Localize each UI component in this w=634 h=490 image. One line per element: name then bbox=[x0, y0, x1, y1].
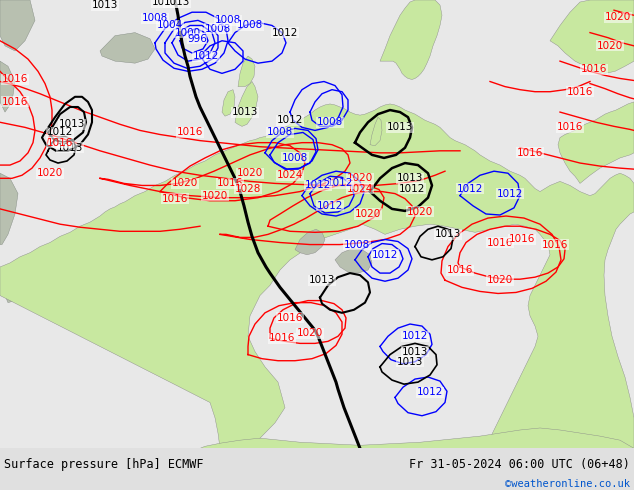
Text: 1013: 1013 bbox=[435, 229, 461, 239]
Polygon shape bbox=[558, 102, 634, 183]
Text: 1008: 1008 bbox=[215, 15, 241, 25]
Text: 1012: 1012 bbox=[402, 331, 428, 341]
Text: ©weatheronline.co.uk: ©weatheronline.co.uk bbox=[505, 479, 630, 489]
Polygon shape bbox=[0, 0, 35, 51]
Text: 996: 996 bbox=[187, 34, 207, 44]
Text: 1012: 1012 bbox=[305, 180, 331, 191]
Text: 1016: 1016 bbox=[447, 265, 473, 275]
Text: Surface pressure [hPa] ECMWF: Surface pressure [hPa] ECMWF bbox=[4, 458, 204, 471]
Text: 1016: 1016 bbox=[2, 97, 28, 107]
Text: 1020: 1020 bbox=[347, 173, 373, 183]
Text: 1000: 1000 bbox=[175, 27, 201, 38]
Text: 1016: 1016 bbox=[177, 127, 203, 138]
Text: 1012: 1012 bbox=[277, 115, 303, 125]
Text: 1016: 1016 bbox=[277, 313, 303, 323]
Text: 1011: 1011 bbox=[152, 0, 178, 7]
Text: 1012: 1012 bbox=[193, 51, 219, 61]
Text: 1020: 1020 bbox=[597, 41, 623, 51]
Text: 1016: 1016 bbox=[542, 240, 568, 249]
Text: 1012: 1012 bbox=[399, 184, 425, 194]
Text: 1028: 1028 bbox=[235, 184, 261, 194]
Text: 1020: 1020 bbox=[37, 168, 63, 178]
Text: 1016: 1016 bbox=[47, 138, 73, 147]
Text: 1012: 1012 bbox=[372, 250, 398, 260]
Polygon shape bbox=[295, 229, 325, 255]
Text: 1012: 1012 bbox=[272, 27, 298, 38]
Polygon shape bbox=[200, 428, 634, 448]
Text: 1013: 1013 bbox=[387, 122, 413, 132]
Text: 1012: 1012 bbox=[457, 184, 483, 194]
Text: 1008: 1008 bbox=[344, 240, 370, 249]
Text: 1024: 1024 bbox=[277, 170, 303, 180]
Text: 1016: 1016 bbox=[581, 64, 607, 74]
Text: 1020: 1020 bbox=[355, 209, 381, 219]
Text: 1020: 1020 bbox=[172, 178, 198, 189]
Text: 1012: 1012 bbox=[317, 201, 343, 211]
Text: 1016: 1016 bbox=[487, 238, 513, 247]
Text: 1020: 1020 bbox=[407, 207, 433, 217]
Text: 1016: 1016 bbox=[509, 234, 535, 245]
Polygon shape bbox=[5, 283, 18, 303]
Text: 1020: 1020 bbox=[297, 328, 323, 338]
Text: 1020: 1020 bbox=[237, 168, 263, 178]
Text: 1008: 1008 bbox=[317, 117, 343, 127]
Text: Fr 31-05-2024 06:00 UTC (06+48): Fr 31-05-2024 06:00 UTC (06+48) bbox=[409, 458, 630, 471]
Polygon shape bbox=[235, 81, 258, 126]
Polygon shape bbox=[0, 173, 18, 245]
Text: 1013: 1013 bbox=[309, 275, 335, 285]
Text: 1013: 1013 bbox=[164, 0, 190, 7]
Text: 1016: 1016 bbox=[567, 87, 593, 97]
Text: 1012: 1012 bbox=[417, 387, 443, 397]
Text: 1020: 1020 bbox=[202, 191, 228, 200]
Polygon shape bbox=[238, 56, 255, 87]
Polygon shape bbox=[0, 61, 15, 112]
Text: 1016: 1016 bbox=[2, 74, 28, 84]
Text: 1016: 1016 bbox=[557, 122, 583, 132]
Text: 1008: 1008 bbox=[282, 153, 308, 163]
Polygon shape bbox=[380, 0, 442, 79]
Text: 1013: 1013 bbox=[59, 120, 85, 129]
Polygon shape bbox=[550, 0, 634, 74]
Text: 1008: 1008 bbox=[142, 13, 168, 24]
Text: 1016: 1016 bbox=[517, 148, 543, 158]
Text: 1008: 1008 bbox=[267, 127, 293, 138]
Text: 1020: 1020 bbox=[487, 275, 513, 285]
Text: 1012: 1012 bbox=[497, 189, 523, 198]
Text: 1013: 1013 bbox=[397, 173, 423, 183]
Text: 1016: 1016 bbox=[269, 333, 295, 343]
Text: 1020: 1020 bbox=[605, 12, 631, 23]
Polygon shape bbox=[0, 104, 634, 448]
Text: 1013: 1013 bbox=[92, 0, 118, 10]
Text: 1016: 1016 bbox=[162, 194, 188, 204]
Polygon shape bbox=[222, 90, 235, 116]
Text: 1013: 1013 bbox=[397, 357, 423, 367]
Text: 1013: 1013 bbox=[402, 346, 428, 357]
Text: 1012: 1012 bbox=[327, 178, 353, 189]
Text: 1016: 1016 bbox=[217, 178, 243, 189]
Polygon shape bbox=[370, 117, 382, 146]
Text: 1012: 1012 bbox=[47, 127, 73, 138]
Text: 1008: 1008 bbox=[237, 21, 263, 30]
Polygon shape bbox=[335, 248, 372, 273]
Text: 1013: 1013 bbox=[232, 107, 258, 117]
Text: 1024: 1024 bbox=[347, 184, 373, 194]
Polygon shape bbox=[100, 33, 155, 63]
Text: 1004: 1004 bbox=[157, 21, 183, 30]
Text: 1008: 1008 bbox=[205, 24, 231, 33]
Text: 1013: 1013 bbox=[57, 143, 83, 153]
